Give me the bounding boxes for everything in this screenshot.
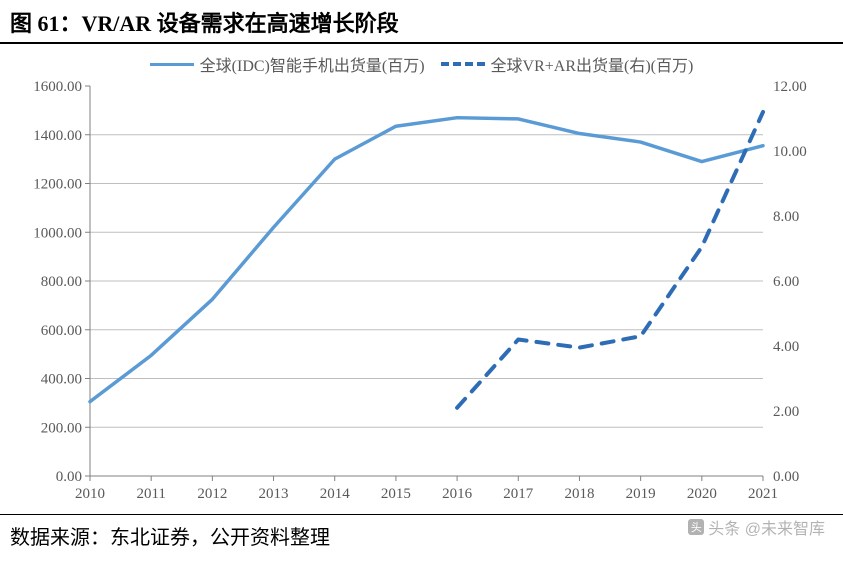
svg-text:2021: 2021 (748, 486, 778, 502)
legend-swatch-smartphone (150, 63, 194, 66)
legend-label-smartphone: 全球(IDC)智能手机出货量(百万) (200, 52, 425, 76)
watermark-text: 头条 @未来智库 (708, 515, 825, 539)
svg-text:2015: 2015 (381, 486, 411, 502)
svg-text:4.00: 4.00 (773, 339, 799, 355)
svg-text:0.00: 0.00 (56, 469, 82, 485)
svg-text:8.00: 8.00 (773, 209, 799, 225)
svg-text:0.00: 0.00 (773, 469, 799, 485)
svg-text:1200.00: 1200.00 (33, 177, 82, 193)
watermark-icon: 头 (688, 519, 704, 535)
svg-text:2013: 2013 (259, 486, 289, 502)
source-text: 数据来源：东北证券，公开资料整理 (10, 527, 330, 549)
figure-container: 图 61：VR/AR 设备需求在高速增长阶段 全球(IDC)智能手机出货量(百万… (0, 0, 843, 563)
svg-text:12.00: 12.00 (773, 79, 807, 95)
svg-text:2011: 2011 (136, 486, 165, 502)
svg-text:800.00: 800.00 (41, 274, 82, 290)
svg-text:2010: 2010 (75, 486, 105, 502)
legend-item-vrar: 全球VR+AR出货量(右)(百万) (441, 52, 694, 76)
legend-label-vrar: 全球VR+AR出货量(右)(百万) (491, 52, 694, 76)
legend-swatch-vrar (441, 62, 485, 66)
svg-text:200.00: 200.00 (41, 420, 82, 436)
svg-text:2.00: 2.00 (773, 404, 799, 420)
svg-text:2016: 2016 (442, 486, 473, 502)
svg-text:1000.00: 1000.00 (33, 225, 82, 241)
watermark: 头 头条 @未来智库 (688, 515, 825, 539)
svg-text:2017: 2017 (503, 486, 534, 502)
svg-text:2018: 2018 (564, 486, 594, 502)
svg-text:2019: 2019 (626, 486, 656, 502)
svg-text:2014: 2014 (320, 486, 351, 502)
title-row: 图 61：VR/AR 设备需求在高速增长阶段 (0, 0, 843, 44)
legend-item-smartphone: 全球(IDC)智能手机出货量(百万) (150, 52, 425, 76)
chart-svg: 0.00 200.00 400.00 600.00 800.00 1000.00 1200.… (10, 76, 833, 506)
svg-text:6.00: 6.00 (773, 274, 799, 290)
chart-area: 全球(IDC)智能手机出货量(百万) 全球VR+AR出货量(右)(百万) 0.0… (10, 44, 833, 514)
figure-title: 图 61：VR/AR 设备需求在高速增长阶段 (10, 11, 399, 36)
svg-text:2020: 2020 (687, 486, 717, 502)
svg-text:10.00: 10.00 (773, 144, 807, 160)
svg-text:400.00: 400.00 (41, 372, 82, 388)
svg-text:2012: 2012 (197, 486, 227, 502)
svg-text:600.00: 600.00 (41, 323, 82, 339)
svg-text:1400.00: 1400.00 (33, 128, 82, 144)
legend: 全球(IDC)智能手机出货量(百万) 全球VR+AR出货量(右)(百万) (10, 44, 833, 76)
svg-text:1600.00: 1600.00 (33, 79, 82, 95)
